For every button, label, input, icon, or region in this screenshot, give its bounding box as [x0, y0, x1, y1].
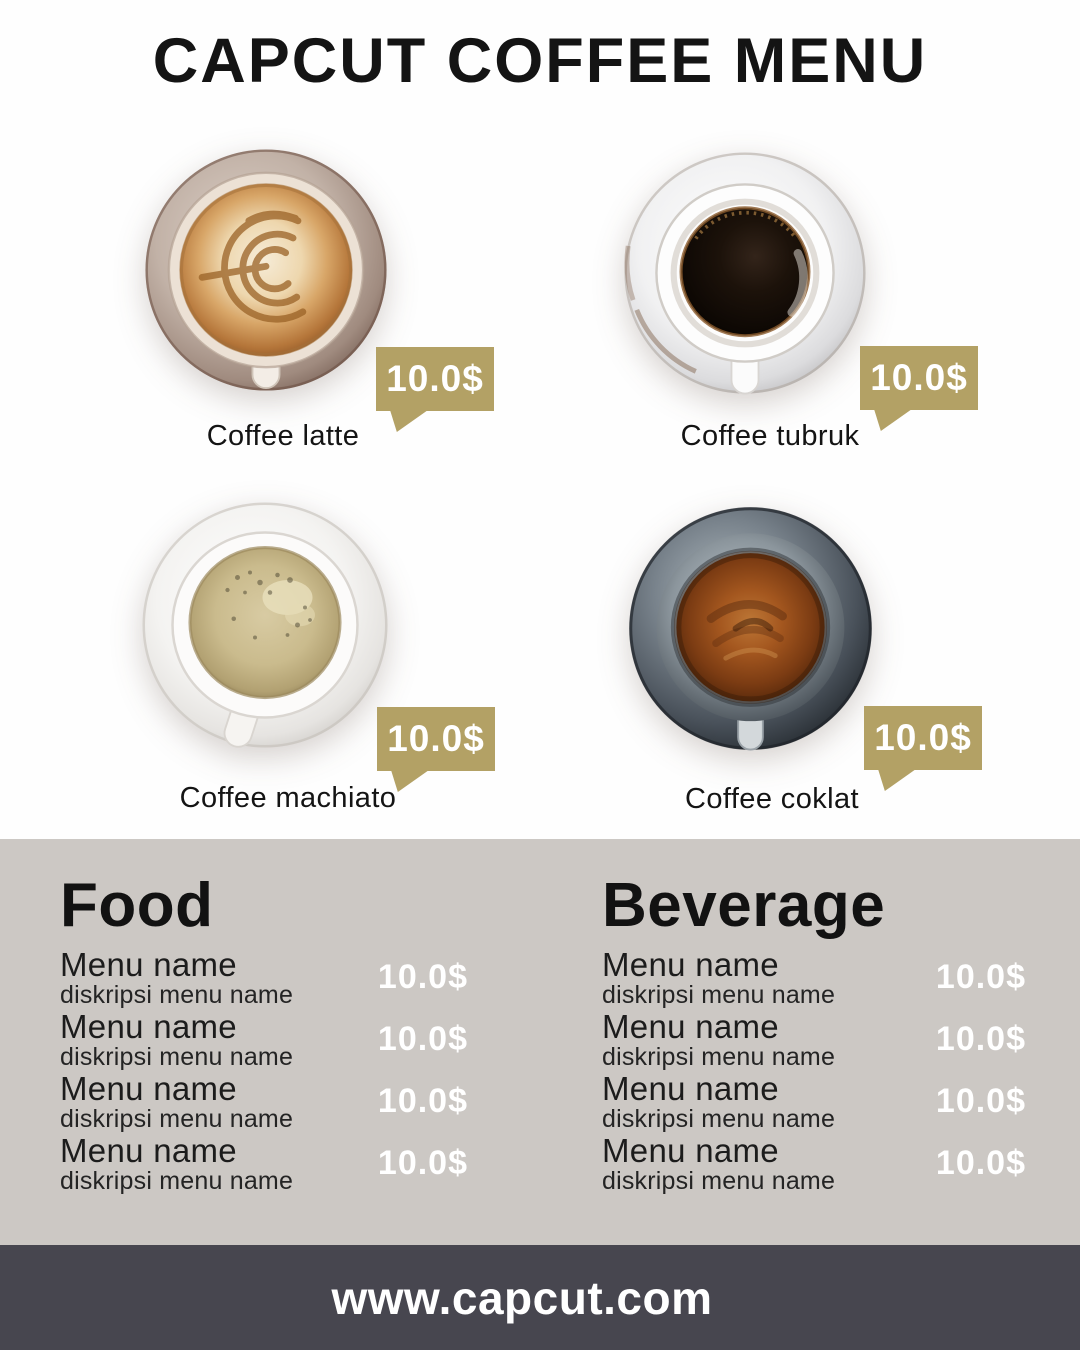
menu-item-description: diskripsi menu name: [602, 1104, 836, 1133]
menu-item-price: 10.0$: [377, 1081, 468, 1120]
crema-coffee-cup-icon: [142, 502, 388, 748]
menu-item-price: 10.0$: [935, 1081, 1026, 1120]
menu-item-name: Menu name: [602, 1131, 779, 1169]
badge-tail: [874, 409, 912, 431]
badge-tail: [391, 770, 429, 792]
menu-item-name: Menu name: [602, 945, 779, 983]
menu-item-price: 10.0$: [935, 957, 1026, 996]
product-image-tubruk: [622, 150, 868, 396]
price-badge: 10.0$: [864, 706, 982, 791]
menu-item-row: Menu name diskripsi menu name 10.0$: [60, 1070, 468, 1132]
price-label: 10.0$: [874, 717, 972, 758]
menu-item-text: Menu name diskripsi menu name: [602, 1071, 835, 1132]
menu-item-price: 10.0$: [377, 957, 468, 996]
menu-item-name: Menu name: [602, 1069, 779, 1107]
menu-item-row: Menu name diskripsi menu name 10.0$: [60, 946, 468, 1008]
product-name: Coffee coklat: [685, 783, 859, 815]
menu-item-price: 10.0$: [377, 1019, 468, 1058]
menu-section: Food Menu name diskripsi menu name 10.0$…: [0, 839, 1080, 1245]
menu-item-description: diskripsi menu name: [60, 980, 294, 1009]
menu-item-row: Menu name diskripsi menu name 10.0$: [602, 1132, 1026, 1194]
food-column: Food Menu name diskripsi menu name 10.0$…: [60, 875, 468, 1194]
price-label: 10.0$: [386, 358, 484, 399]
menu-item-price: 10.0$: [935, 1143, 1026, 1182]
dark-cup-chocolate-coffee-icon: [629, 507, 872, 751]
price-label: 10.0$: [387, 718, 485, 759]
price-badge: 10.0$: [376, 347, 494, 432]
footer-bar: www.capcut.com: [0, 1245, 1080, 1350]
product-image-coklat: [627, 505, 874, 752]
food-heading: Food: [60, 871, 214, 940]
menu-item-text: Menu name diskripsi menu name: [602, 1009, 835, 1070]
website-url: www.capcut.com: [331, 1271, 713, 1324]
menu-item-price: 10.0$: [377, 1143, 468, 1182]
menu-item-description: diskripsi menu name: [60, 1104, 294, 1133]
menu-item-description: diskripsi menu name: [60, 1042, 294, 1071]
menu-item-row: Menu name diskripsi menu name 10.0$: [60, 1132, 468, 1194]
price-badge: 10.0$: [860, 346, 978, 431]
menu-item-description: diskripsi menu name: [602, 980, 836, 1009]
price-label: 10.0$: [870, 357, 968, 398]
menu-item-text: Menu name diskripsi menu name: [60, 947, 293, 1008]
badge-tail: [390, 410, 428, 432]
product-name: Coffee machiato: [179, 782, 397, 814]
product-image-latte: [143, 147, 389, 393]
menu-item-description: diskripsi menu name: [60, 1166, 294, 1195]
menu-item-row: Menu name diskripsi menu name 10.0$: [60, 1008, 468, 1070]
product-name: Coffee latte: [206, 420, 360, 452]
menu-item-row: Menu name diskripsi menu name 10.0$: [602, 1070, 1026, 1132]
menu-item-text: Menu name diskripsi menu name: [60, 1071, 293, 1132]
product-name: Coffee tubruk: [680, 420, 860, 452]
menu-item-text: Menu name diskripsi menu name: [602, 947, 835, 1008]
product-image-machiato: [140, 500, 390, 750]
menu-item-name: Menu name: [60, 945, 237, 983]
price-badge: 10.0$: [377, 707, 495, 792]
menu-item-text: Menu name diskripsi menu name: [602, 1133, 835, 1194]
menu-item-row: Menu name diskripsi menu name 10.0$: [602, 946, 1026, 1008]
menu-item-row: Menu name diskripsi menu name 10.0$: [602, 1008, 1026, 1070]
menu-item-name: Menu name: [602, 1007, 779, 1045]
menu-item-description: diskripsi menu name: [602, 1166, 836, 1195]
menu-item-name: Menu name: [60, 1007, 237, 1045]
menu-item-price: 10.0$: [935, 1019, 1026, 1058]
badge-tail: [878, 769, 916, 791]
latte-cup-icon: [145, 149, 387, 391]
black-coffee-cup-icon: [624, 152, 866, 395]
menu-item-text: Menu name diskripsi menu name: [60, 1133, 293, 1194]
menu-item-text: Menu name diskripsi menu name: [60, 1009, 293, 1070]
menu-item-name: Menu name: [60, 1069, 237, 1107]
menu-item-description: diskripsi menu name: [602, 1042, 836, 1071]
menu-item-name: Menu name: [60, 1131, 237, 1169]
page-title: CAPCUT COFFEE MENU: [152, 26, 928, 96]
beverage-column: Beverage Menu name diskripsi menu name 1…: [602, 875, 1026, 1194]
beverage-heading: Beverage: [602, 871, 886, 940]
